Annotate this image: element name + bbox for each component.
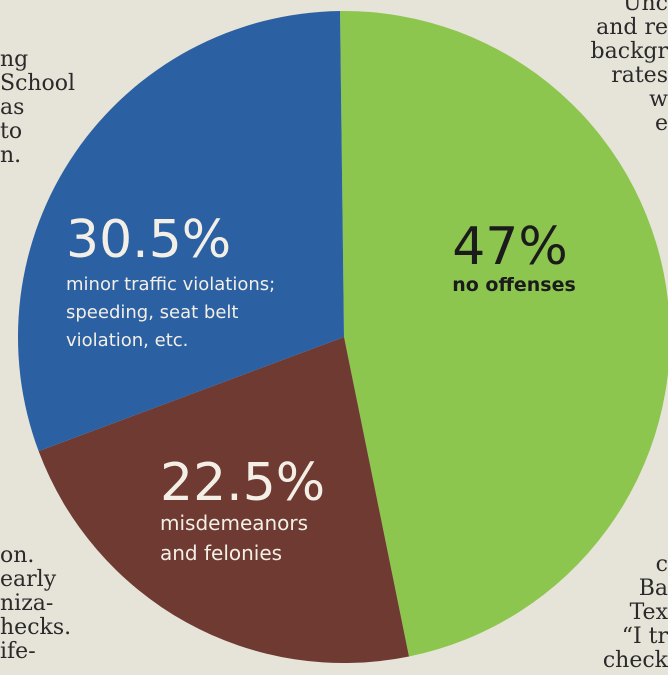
text-line: c <box>655 552 668 577</box>
text-line: backgr <box>590 39 668 64</box>
pie-slice-misdemeanors <box>38 337 409 664</box>
newspaper-text-right-top: Unc and re backgr rates w e <box>591 0 668 136</box>
text-line: to <box>0 119 23 144</box>
text-line: Unc <box>622 0 668 16</box>
slice-value-label-no-offenses: 47% <box>452 217 568 277</box>
text-line: w <box>649 87 668 112</box>
text-line: on. <box>0 543 35 568</box>
text-line: early <box>0 567 57 592</box>
text-line: e <box>654 111 668 136</box>
slice-caption-minor-traffic-line3: violation, etc. <box>66 330 188 351</box>
text-line: ife- <box>0 639 36 664</box>
text-line: Ba <box>638 576 668 601</box>
newspaper-text-left-bottom: on. early niza- hecks. ife- <box>0 544 71 664</box>
newspaper-text-left-top: ng School as to n. <box>0 48 75 168</box>
slice-caption-no-offenses: no offenses <box>452 274 576 296</box>
pie-slices <box>17 11 668 664</box>
text-line: n. <box>0 143 22 168</box>
text-line: hecks. <box>0 615 72 640</box>
text-line: School <box>0 71 76 96</box>
slice-caption-minor-traffic-line1: minor traffic violations; <box>66 274 275 295</box>
text-line: “I tr <box>621 624 668 649</box>
text-line: niza- <box>0 591 54 616</box>
slice-caption-misdemeanors-line1: misdemeanors <box>160 511 308 535</box>
slice-caption-misdemeanors-line2: and felonies <box>160 541 282 565</box>
text-line: check <box>602 648 668 673</box>
pie-slice-minor-traffic <box>17 11 344 452</box>
slice-value-label-misdemeanors: 22.5% <box>160 453 325 513</box>
pie-slice-no-offenses <box>340 11 668 657</box>
text-line: Tex <box>629 600 668 625</box>
slice-caption-minor-traffic-line2: speeding, seat belt <box>66 302 238 323</box>
text-line: ng <box>0 47 29 72</box>
text-line: and re <box>596 15 668 40</box>
slice-value-label-minor-traffic: 30.5% <box>66 210 231 270</box>
text-line: rates <box>611 63 668 88</box>
newspaper-text-right-bottom: c Ba Tex “I tr check <box>603 553 668 673</box>
text-line: as <box>0 95 25 120</box>
